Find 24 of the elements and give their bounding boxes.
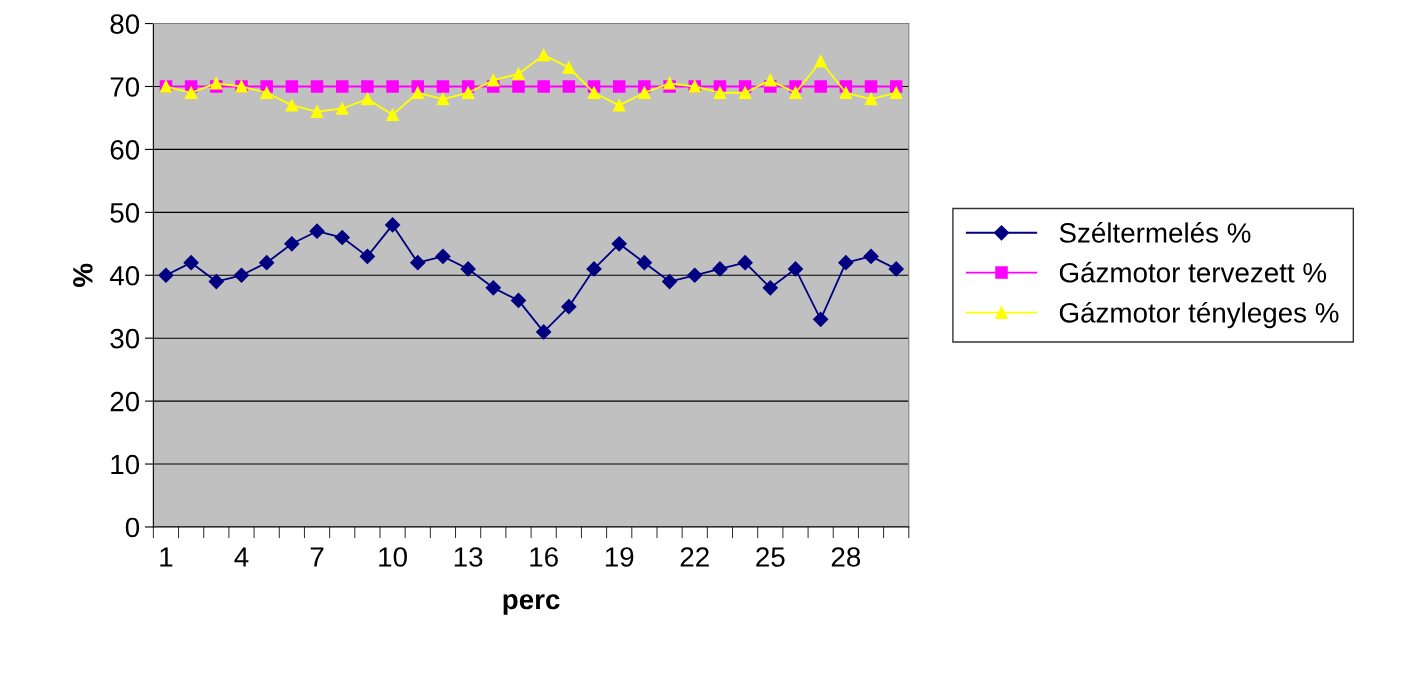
y-tick-label: 60 — [110, 140, 140, 160]
x-tick-label: 4 — [234, 547, 249, 567]
y-tick-label: 20 — [110, 391, 140, 412]
y-tick-label: 40 — [109, 265, 140, 286]
x-tick-label: 16 — [530, 547, 558, 567]
y-tick-label: 50 — [110, 203, 140, 223]
x-tick-label: 10 — [379, 547, 407, 567]
x-tick-label: 25 — [756, 547, 785, 567]
x-tick-label: 1 — [160, 547, 173, 567]
legend-label: Gázmotor tényleges % — [1059, 301, 1339, 329]
x-axis-title: perc — [503, 594, 560, 615]
legend-label: Gázmotor tervezett % — [1059, 261, 1327, 283]
x-tick-label: 28 — [831, 547, 861, 567]
x-tick-label: 22 — [680, 547, 709, 567]
y-axis-title: % — [73, 263, 93, 287]
x-tick-label: 7 — [310, 547, 324, 567]
y-tick-label: 70 — [110, 77, 140, 97]
y-tick-label: 0 — [125, 517, 140, 538]
x-tick-label: 19 — [605, 547, 634, 567]
y-tick-label: 10 — [111, 454, 140, 475]
y-tick-label: 80 — [110, 14, 140, 34]
legend-label: Széltermelés % — [1059, 222, 1251, 243]
y-tick-label: 30 — [110, 328, 140, 349]
x-tick-label: 13 — [454, 547, 483, 567]
